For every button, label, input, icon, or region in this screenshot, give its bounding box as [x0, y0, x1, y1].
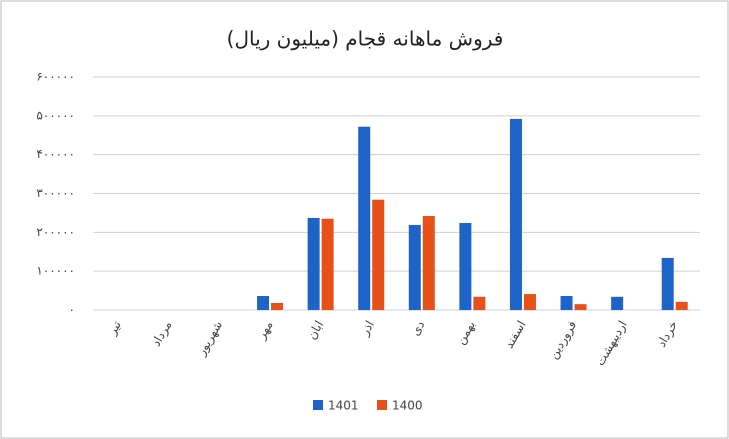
bar [523, 294, 536, 310]
legend-label: 1401 [328, 399, 359, 413]
bar [257, 296, 270, 310]
bar [675, 301, 688, 310]
bar [358, 126, 371, 310]
bar [271, 303, 284, 310]
legend-swatch [313, 400, 323, 410]
bar [574, 304, 587, 310]
y-tick-label: ۶۰۰۰۰۰ [36, 70, 75, 84]
x-tick-label: دی [408, 318, 427, 338]
y-tick-label: ۴۰۰۰۰۰ [36, 147, 75, 161]
y-tick-label: ۲۰۰۰۰۰ [36, 225, 75, 239]
bar [307, 217, 320, 310]
bar [560, 296, 573, 310]
bar [422, 216, 435, 310]
legend-swatch [377, 400, 387, 410]
y-tick-label: ۳۰۰۰۰۰ [36, 186, 75, 200]
bar [509, 118, 522, 310]
y-tick-label: ۰ [69, 303, 75, 317]
bar [321, 218, 334, 310]
bar [611, 296, 624, 310]
y-tick-label: ۵۰۰۰۰۰ [36, 108, 75, 122]
bar [661, 257, 674, 310]
bar [408, 224, 421, 310]
bar [372, 199, 385, 310]
chart-title: فروش ماهانه قجام (میلیون ریال) [227, 27, 504, 51]
y-tick-label: ۱۰۰۰۰۰ [36, 264, 75, 278]
bar [459, 223, 472, 310]
bar [473, 296, 486, 310]
legend-label: 1400 [392, 399, 423, 413]
